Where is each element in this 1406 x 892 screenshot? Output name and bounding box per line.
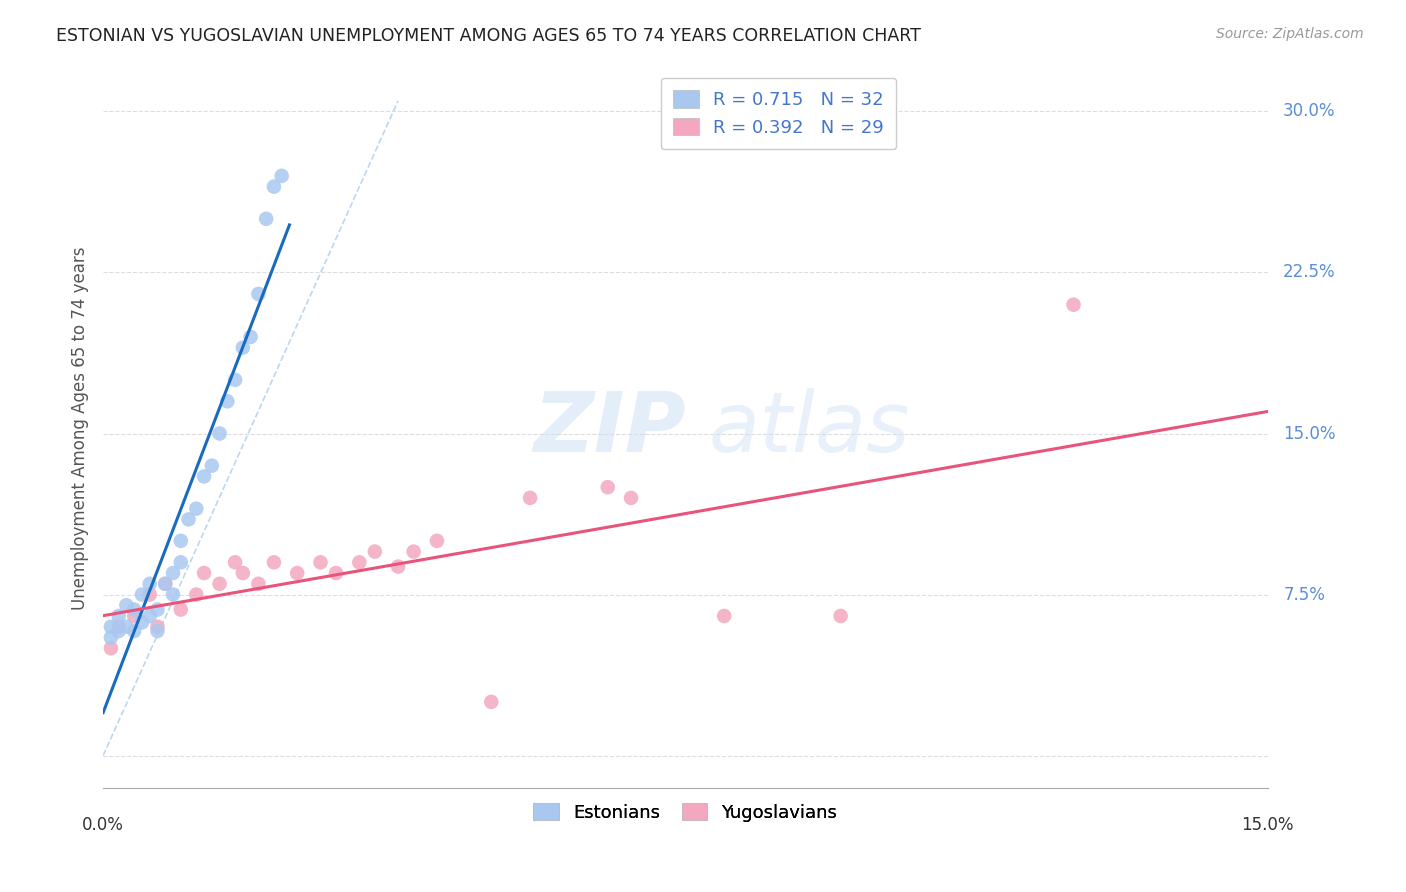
Text: 15.0%: 15.0% xyxy=(1241,815,1294,834)
Point xyxy=(115,599,138,613)
Point xyxy=(247,576,270,591)
Point xyxy=(100,641,122,656)
Point xyxy=(162,588,184,602)
Point xyxy=(309,555,332,569)
Point xyxy=(138,609,160,624)
Point xyxy=(162,566,184,580)
Point xyxy=(232,566,254,580)
Text: ESTONIAN VS YUGOSLAVIAN UNEMPLOYMENT AMONG AGES 65 TO 74 YEARS CORRELATION CHART: ESTONIAN VS YUGOSLAVIAN UNEMPLOYMENT AMO… xyxy=(56,27,921,45)
Text: ZIP: ZIP xyxy=(533,388,685,468)
Point xyxy=(122,602,145,616)
Point xyxy=(402,544,425,558)
Point xyxy=(224,555,246,569)
Text: Source: ZipAtlas.com: Source: ZipAtlas.com xyxy=(1216,27,1364,41)
Point xyxy=(131,615,153,630)
Point xyxy=(217,394,239,409)
Text: 30.0%: 30.0% xyxy=(1284,103,1336,120)
Point xyxy=(263,179,285,194)
Point xyxy=(270,169,292,183)
Point xyxy=(107,620,129,634)
Point xyxy=(155,576,177,591)
Point xyxy=(107,624,129,638)
Point xyxy=(177,512,200,526)
Text: atlas: atlas xyxy=(709,388,910,468)
Point xyxy=(232,341,254,355)
Legend: Estonians, Yugoslavians: Estonians, Yugoslavians xyxy=(526,796,845,829)
Point xyxy=(155,576,177,591)
Point xyxy=(519,491,541,505)
Point xyxy=(254,211,277,226)
Point xyxy=(201,458,224,473)
Point xyxy=(1063,298,1085,312)
Point xyxy=(115,620,138,634)
Point xyxy=(122,624,145,638)
Point xyxy=(193,566,215,580)
Point xyxy=(208,426,231,441)
Point xyxy=(325,566,347,580)
Point xyxy=(146,602,169,616)
Point xyxy=(426,533,449,548)
Point xyxy=(620,491,643,505)
Point xyxy=(146,624,169,638)
Point xyxy=(247,287,270,301)
Point xyxy=(193,469,215,483)
Point xyxy=(263,555,285,569)
Point xyxy=(122,609,145,624)
Point xyxy=(387,559,409,574)
Point xyxy=(170,533,193,548)
Point xyxy=(596,480,619,494)
Point xyxy=(146,620,169,634)
Point xyxy=(349,555,371,569)
Point xyxy=(131,588,153,602)
Point xyxy=(479,695,502,709)
Point xyxy=(186,501,208,516)
Point xyxy=(170,602,193,616)
Y-axis label: Unemployment Among Ages 65 to 74 years: Unemployment Among Ages 65 to 74 years xyxy=(72,246,89,610)
Point xyxy=(239,330,262,344)
Point xyxy=(364,544,387,558)
Text: 0.0%: 0.0% xyxy=(82,815,124,834)
Text: 7.5%: 7.5% xyxy=(1284,585,1324,604)
Point xyxy=(224,373,246,387)
Point xyxy=(100,631,122,645)
Point xyxy=(285,566,308,580)
Point xyxy=(107,609,129,624)
Point xyxy=(138,588,160,602)
Point xyxy=(100,620,122,634)
Point xyxy=(138,576,160,591)
Point xyxy=(186,588,208,602)
Point xyxy=(713,609,735,624)
Text: 15.0%: 15.0% xyxy=(1284,425,1336,442)
Text: 22.5%: 22.5% xyxy=(1284,263,1336,282)
Point xyxy=(208,576,231,591)
Point xyxy=(830,609,852,624)
Point xyxy=(170,555,193,569)
